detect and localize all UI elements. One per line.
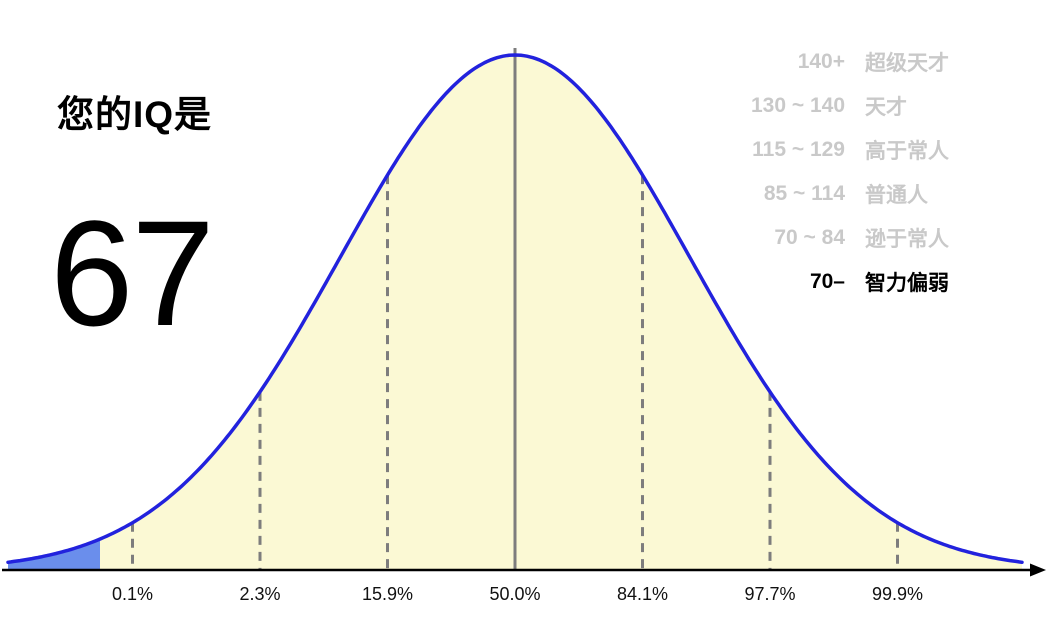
legend-category: 普通人 [865, 184, 928, 207]
x-axis-arrow-icon [1030, 563, 1046, 577]
legend-category: 天才 [865, 96, 907, 119]
legend-range: 70– [809, 270, 845, 293]
legend-row: 70 ~ 84 逊于常人 [690, 216, 949, 260]
legend-category: 高于常人 [865, 140, 949, 163]
legend-range: 115 ~ 129 [752, 138, 845, 161]
legend-row: 85 ~ 114 普通人 [690, 172, 949, 216]
page-title: 您的IQ是 [57, 94, 213, 135]
legend-row: 115 ~ 129 高于常人 [690, 128, 949, 172]
legend-category: 逊于常人 [865, 228, 949, 251]
iq-legend: 140+ 超级天才 130 ~ 140 天才 115 ~ 129 高于常人 85 ~ 114… [690, 40, 949, 304]
curve-stroke [6, 53, 1024, 565]
legend-range: 140+ [797, 50, 845, 73]
legend-range: 85 ~ 114 [763, 182, 845, 205]
legend-row: 140+ 超级天才 [690, 40, 949, 84]
legend-range: 130 ~ 140 [750, 94, 845, 117]
legend-category: 智力偏弱 [865, 272, 949, 295]
legend-range: 70 ~ 84 [774, 226, 845, 249]
iq-value: 67 [50, 189, 215, 357]
legend-category: 超级天才 [865, 52, 949, 75]
legend-row: 70– 智力偏弱 [690, 260, 949, 304]
legend-row: 130 ~ 140 天才 [690, 84, 949, 128]
